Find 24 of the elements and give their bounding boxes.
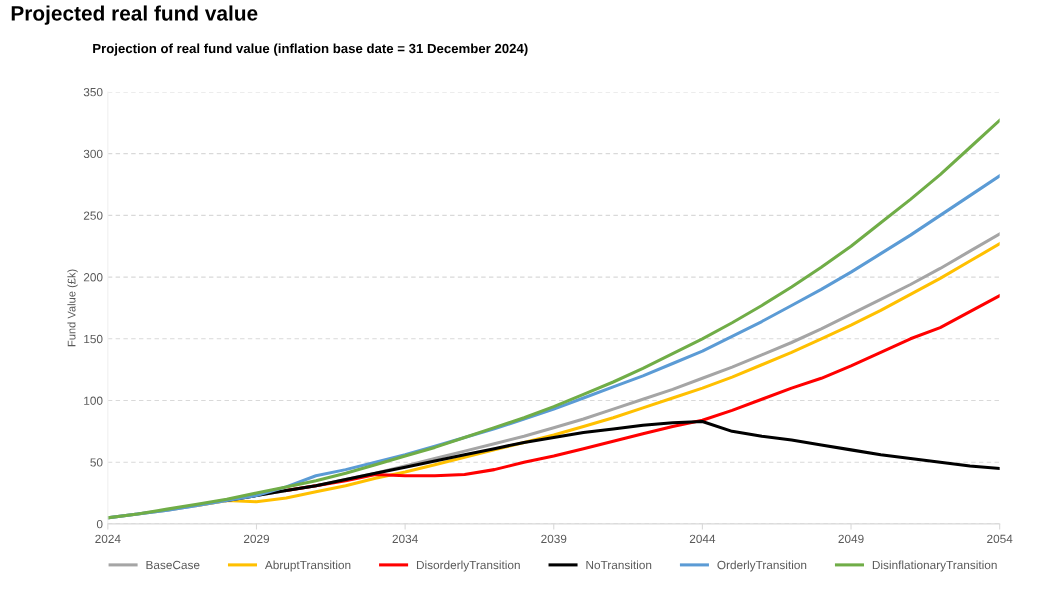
y-axis-title: Fund Value (£k) [67,269,78,347]
x-tick-label: 2044 [689,534,716,544]
y-tick-label: 150 [84,334,103,344]
legend-label: DisinflationaryTransition [872,560,997,572]
y-tick-label: 50 [90,458,103,467]
y-tick-label: 0 [96,519,103,529]
legend-label: BaseCase [146,560,200,570]
x-tick-label: 2054 [987,534,1013,544]
y-tick-label: 300 [83,149,103,159]
x-tick-label: 2039 [541,534,567,544]
x-tick-label: 2049 [838,534,864,544]
chart-title: Projected real fund value [11,5,258,25]
y-tick-label: 200 [83,273,103,282]
y-tick-label: 100 [84,396,103,405]
x-tick-label: 2029 [243,534,270,544]
legend-label: AbruptTransition [264,560,351,572]
chart-subtitle: Projection of real fund value (inflation base date = 31 December 2024) [93,43,528,56]
y-tick-label: 250 [83,211,103,220]
y-tick-label: 350 [83,87,103,97]
legend-label: NoTransition [586,560,652,570]
x-tick-label: 2024 [95,534,121,544]
legend-label: OrderlyTransition [717,560,807,572]
legend-label: DisorderlyTransition [416,560,520,572]
x-tick-label: 2034 [392,534,418,544]
